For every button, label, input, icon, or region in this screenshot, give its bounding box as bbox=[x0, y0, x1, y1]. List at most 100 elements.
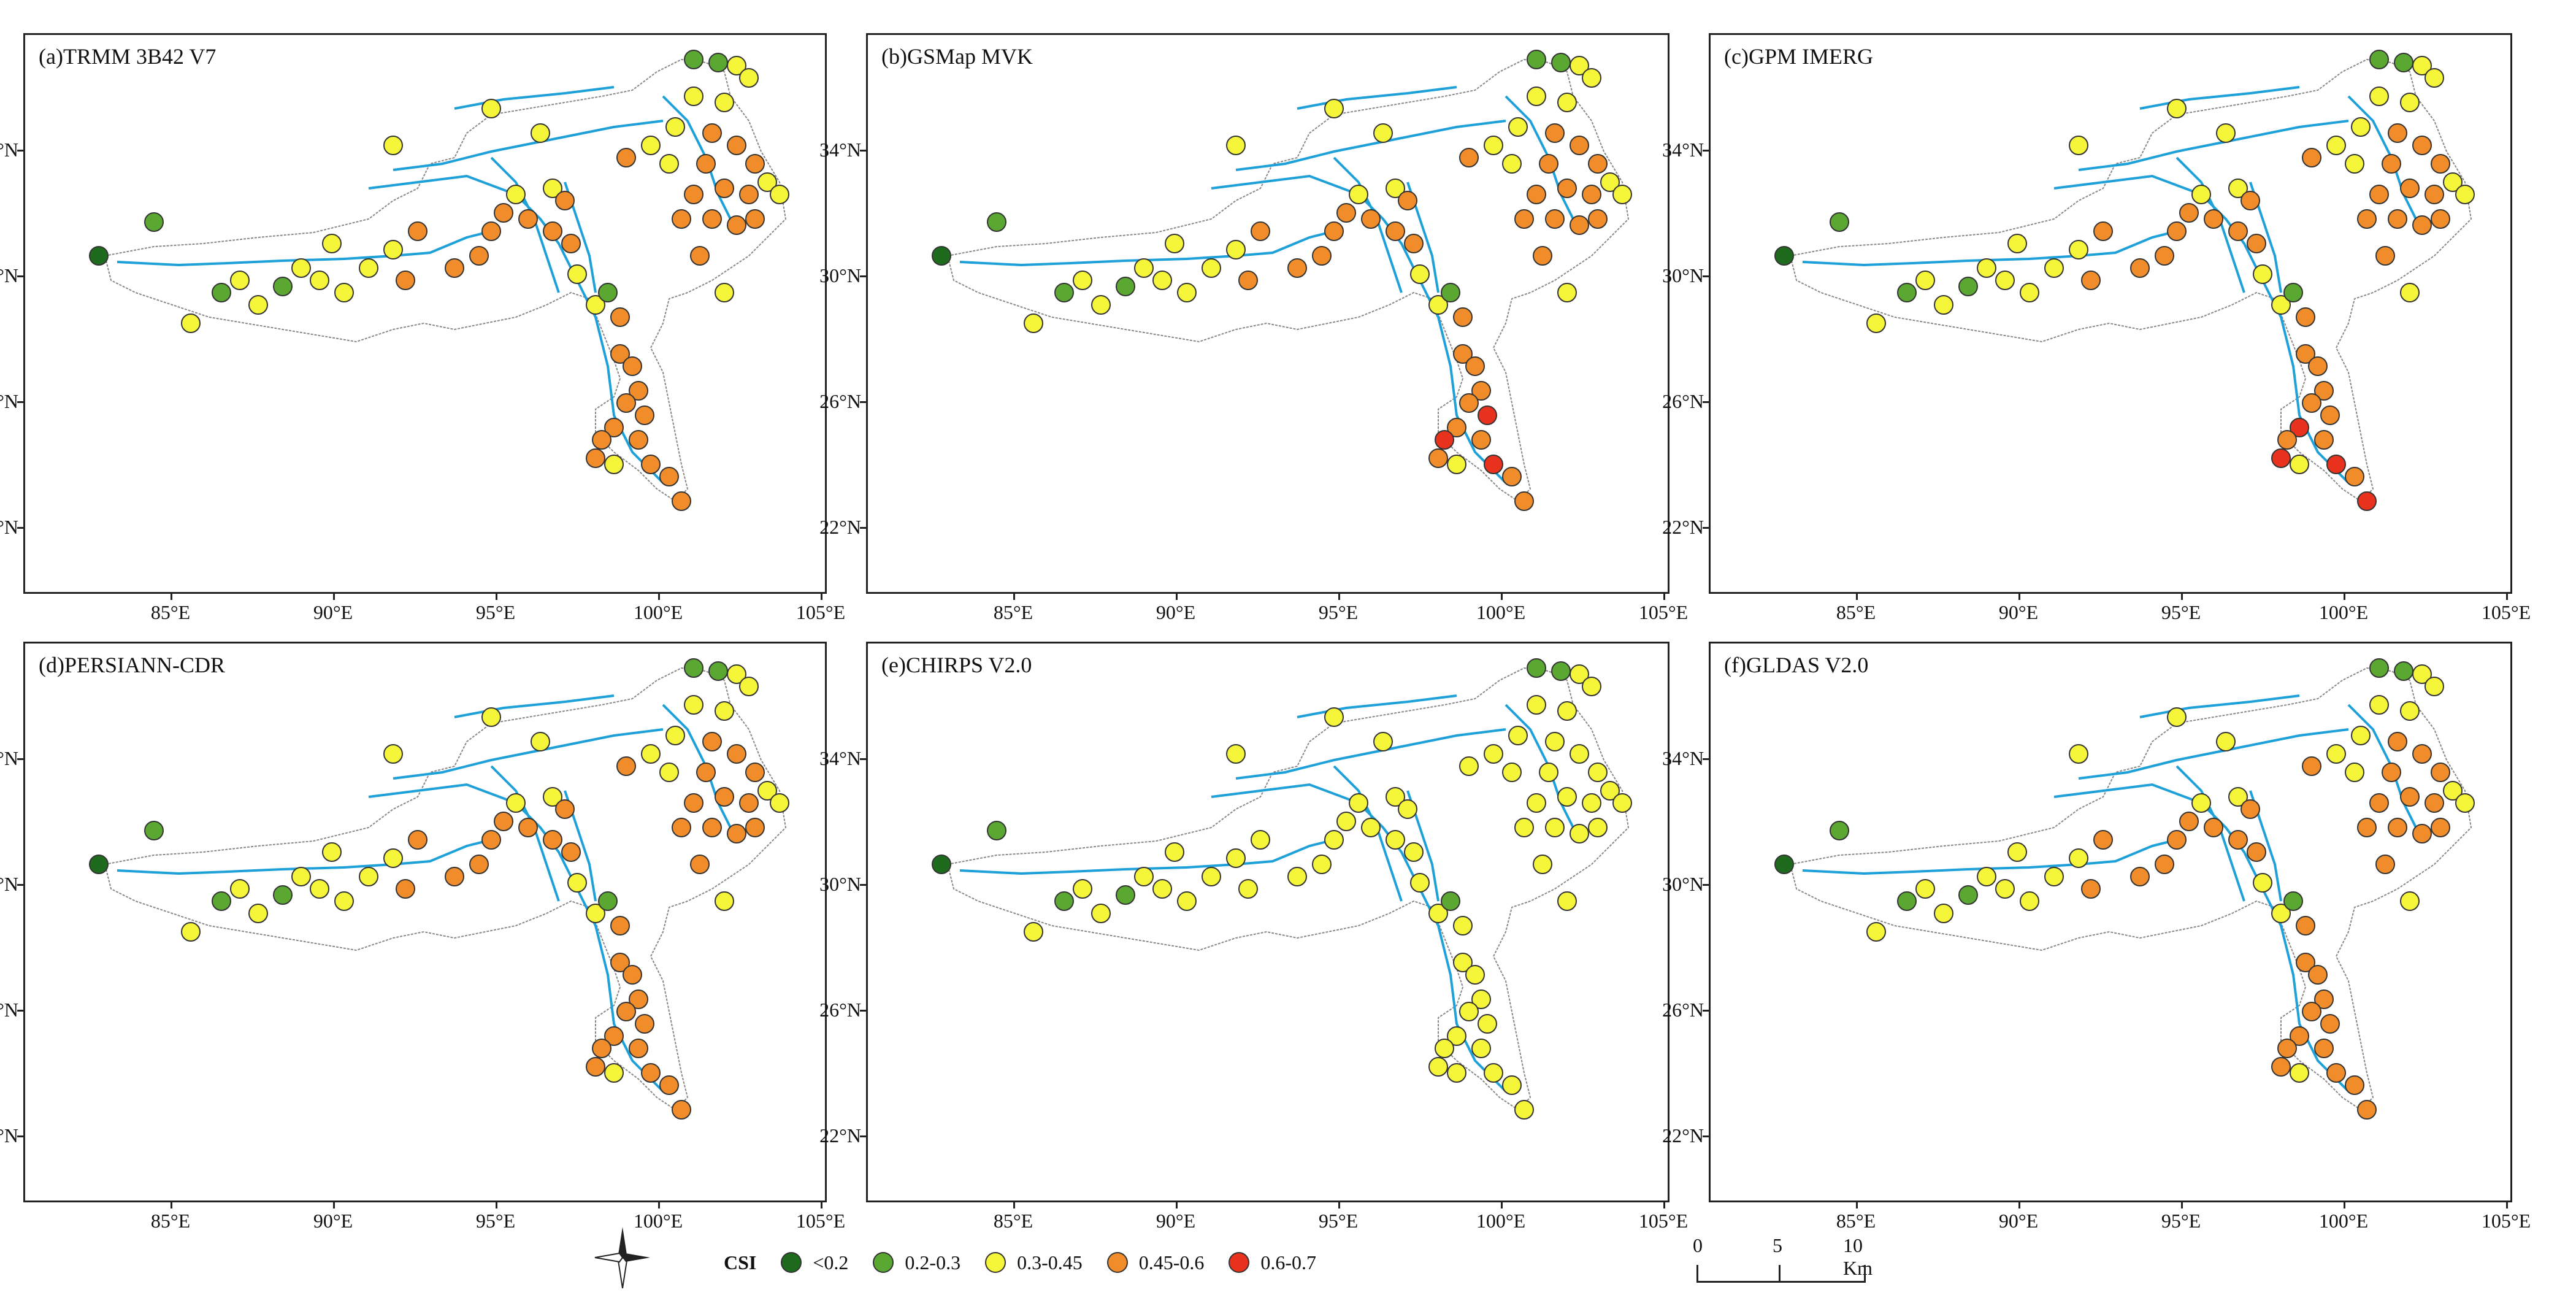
y-tick-mark bbox=[1703, 884, 1709, 886]
station-point bbox=[1428, 904, 1448, 923]
station-point bbox=[745, 763, 765, 782]
y-tick-mark bbox=[17, 401, 23, 403]
station-point bbox=[230, 879, 250, 899]
x-tick-label: 105°E bbox=[795, 1210, 846, 1232]
station-point bbox=[1514, 1100, 1534, 1120]
station-point bbox=[2069, 744, 2088, 764]
station-point bbox=[1527, 50, 1546, 69]
x-tick-label: 100°E bbox=[1476, 1210, 1526, 1232]
x-tick-mark bbox=[2344, 594, 2345, 600]
station-point bbox=[1226, 744, 1246, 764]
river-line bbox=[2139, 694, 2300, 718]
station-point bbox=[641, 1063, 661, 1083]
y-tick-mark bbox=[1703, 527, 1709, 529]
station-point bbox=[2228, 179, 2248, 198]
station-point bbox=[727, 215, 746, 235]
station-point bbox=[2425, 68, 2444, 88]
basin-boundary bbox=[104, 667, 787, 1111]
river-line bbox=[393, 120, 664, 171]
x-tick-mark bbox=[1013, 594, 1015, 600]
panel-title: (b)GSMap MVK bbox=[881, 44, 1033, 69]
station-point bbox=[770, 185, 789, 204]
station-point bbox=[1514, 209, 1534, 229]
station-point bbox=[715, 701, 734, 721]
station-point bbox=[2302, 1002, 2321, 1021]
station-point bbox=[715, 787, 734, 807]
station-point bbox=[1428, 448, 1448, 468]
y-tick-mark bbox=[17, 527, 23, 529]
station-point bbox=[1570, 215, 1589, 235]
station-point bbox=[481, 99, 501, 118]
station-point bbox=[629, 1039, 648, 1058]
station-point bbox=[2007, 234, 2027, 253]
y-tick-label: 34°N bbox=[0, 139, 18, 161]
station-point bbox=[635, 1014, 654, 1034]
x-tick-label: 85°E bbox=[1836, 1210, 1876, 1232]
station-point bbox=[2290, 455, 2309, 474]
station-point bbox=[1995, 879, 2015, 899]
station-point bbox=[629, 430, 648, 450]
station-point bbox=[696, 763, 716, 782]
station-point bbox=[2271, 1057, 2291, 1077]
station-point bbox=[1934, 904, 1953, 923]
river-line bbox=[2139, 86, 2300, 110]
river-line bbox=[368, 783, 664, 1093]
station-point bbox=[2290, 418, 2309, 437]
station-point bbox=[2369, 50, 2389, 69]
station-point bbox=[322, 234, 342, 253]
station-point bbox=[2302, 756, 2321, 776]
station-point bbox=[592, 1039, 611, 1058]
station-point bbox=[1588, 209, 1608, 229]
station-point bbox=[2400, 283, 2420, 302]
station-point bbox=[273, 885, 293, 905]
station-point bbox=[1165, 234, 1184, 253]
station-point bbox=[1545, 818, 1565, 837]
station-point bbox=[2302, 148, 2321, 167]
x-tick-mark bbox=[496, 594, 497, 600]
station-point bbox=[248, 904, 268, 923]
station-point bbox=[1539, 763, 1558, 782]
station-point bbox=[2020, 283, 2039, 302]
station-point bbox=[1527, 695, 1546, 715]
station-point bbox=[2296, 916, 2315, 936]
river-line bbox=[2053, 174, 2350, 484]
station-point bbox=[2296, 344, 2315, 364]
station-point bbox=[659, 154, 679, 174]
station-point bbox=[1484, 455, 1503, 474]
y-tick-label: 22°N bbox=[1662, 1124, 1704, 1147]
station-point bbox=[1428, 295, 1448, 315]
station-point bbox=[2326, 744, 2346, 764]
y-tick-mark bbox=[860, 275, 866, 277]
map-panel-d: (d)PERSIANN-CDR bbox=[23, 642, 827, 1202]
station-point bbox=[610, 307, 630, 327]
station-point bbox=[1441, 891, 1460, 911]
station-point bbox=[2204, 209, 2223, 229]
station-point bbox=[2093, 221, 2113, 241]
legend-label: 0.45-0.6 bbox=[1138, 1251, 1205, 1274]
station-point bbox=[2351, 117, 2371, 137]
station-point bbox=[1545, 123, 1565, 143]
station-point bbox=[2431, 209, 2450, 229]
station-point bbox=[1152, 271, 1172, 290]
station-point bbox=[1545, 209, 1565, 229]
station-point bbox=[1287, 258, 1307, 278]
x-tick-label: 90°E bbox=[1156, 1210, 1196, 1232]
river-line bbox=[1211, 783, 1507, 1093]
station-point bbox=[2351, 726, 2371, 745]
station-point bbox=[2179, 203, 2199, 223]
station-point bbox=[715, 179, 734, 198]
station-point bbox=[1471, 989, 1491, 1009]
x-tick-label: 85°E bbox=[993, 601, 1033, 623]
station-point bbox=[1073, 879, 1092, 899]
station-point bbox=[2455, 185, 2475, 204]
station-point bbox=[2400, 179, 2420, 198]
station-point bbox=[212, 891, 231, 911]
station-point bbox=[2425, 677, 2444, 696]
station-point bbox=[672, 491, 691, 511]
station-point bbox=[2069, 848, 2088, 868]
station-point bbox=[2412, 744, 2432, 764]
station-point bbox=[1459, 393, 1479, 413]
station-point bbox=[494, 812, 513, 831]
y-tick-mark bbox=[17, 758, 23, 760]
station-point bbox=[1134, 258, 1154, 278]
